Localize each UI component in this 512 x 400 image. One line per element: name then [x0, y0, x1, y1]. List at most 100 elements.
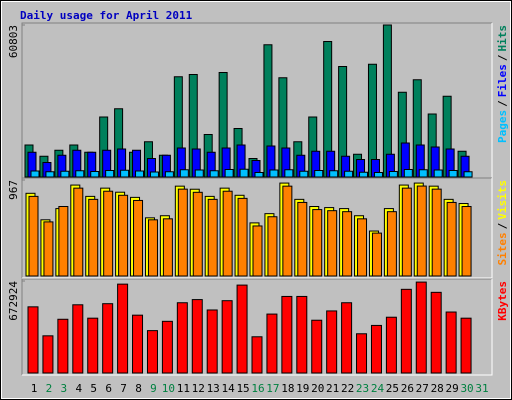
bar — [118, 194, 129, 277]
bar — [206, 309, 218, 374]
panel-bevel — [21, 22, 492, 179]
legend-entry: Visits — [496, 180, 509, 220]
panel-bevel — [21, 278, 492, 375]
bar — [400, 288, 412, 374]
panel-bevel — [21, 177, 492, 278]
x-tick-label: 18 — [281, 382, 294, 395]
x-tick-label: 25 — [386, 382, 399, 395]
x-tick-label: 24 — [371, 382, 385, 395]
bar — [329, 170, 339, 178]
bar — [252, 225, 263, 277]
x-tick-label: 7 — [120, 382, 127, 395]
x-tick-label: 23 — [356, 382, 369, 395]
bar — [386, 211, 397, 277]
x-tick-label: 30 — [460, 382, 473, 395]
bar — [388, 171, 398, 178]
legend-entry: Files — [496, 64, 509, 97]
bar — [431, 188, 442, 277]
x-tick-label: 12 — [192, 382, 205, 395]
bar — [162, 218, 173, 277]
y-tick-label: 967 — [7, 180, 20, 200]
panel-bevel — [22, 279, 493, 376]
bar — [194, 169, 204, 178]
bar — [103, 190, 114, 277]
bar — [433, 169, 443, 178]
bar — [359, 171, 369, 178]
bar — [179, 169, 189, 178]
bar — [418, 169, 428, 178]
bar — [281, 295, 293, 374]
bar — [28, 195, 39, 277]
chart-title: Daily usage for April 2011 — [20, 9, 193, 22]
bar — [177, 188, 188, 277]
bar — [448, 170, 458, 178]
bar — [209, 170, 219, 178]
bar — [105, 170, 115, 178]
bar — [341, 302, 353, 374]
bar — [415, 281, 427, 374]
bar — [282, 185, 293, 277]
bar — [88, 198, 99, 277]
bar — [87, 317, 99, 374]
bar — [311, 319, 323, 374]
x-tick-label: 19 — [296, 382, 309, 395]
bar — [149, 171, 159, 178]
x-tick-label: 26 — [401, 382, 414, 395]
bar — [314, 170, 324, 178]
bar — [344, 170, 354, 178]
panel-bevel — [22, 178, 493, 279]
bar — [120, 169, 130, 178]
bar — [297, 201, 308, 277]
x-tick-label: 27 — [416, 382, 429, 395]
legend-separator: / — [496, 100, 509, 107]
bar — [266, 313, 278, 374]
bar — [164, 171, 174, 178]
x-tick-label: 4 — [75, 382, 82, 395]
y-tick-label: 60803 — [7, 25, 20, 58]
bar — [207, 198, 218, 277]
x-tick-label: 31 — [475, 382, 488, 395]
bar — [299, 170, 309, 178]
bar — [117, 283, 129, 374]
legend-entry: Hits — [496, 25, 509, 52]
x-tick-label: 2 — [46, 382, 53, 395]
x-tick-label: 22 — [341, 382, 354, 395]
x-tick-label: 29 — [446, 382, 459, 395]
bar — [75, 170, 85, 178]
bar — [461, 206, 472, 277]
x-tick-label: 16 — [251, 382, 264, 395]
bar — [356, 333, 368, 374]
legend-entry: Sites — [496, 232, 509, 265]
bar — [385, 316, 397, 374]
legend-entry: Pages — [496, 110, 509, 143]
x-tick-label: 14 — [222, 382, 236, 395]
x-tick-label: 3 — [61, 382, 68, 395]
x-tick-label: 9 — [150, 382, 157, 395]
x-tick-label: 20 — [311, 382, 324, 395]
bar — [146, 330, 158, 374]
bar — [224, 169, 234, 178]
bar — [30, 170, 40, 178]
bar — [342, 211, 353, 277]
bar — [401, 187, 412, 277]
x-tick-label: 28 — [431, 382, 444, 395]
bar — [254, 172, 264, 178]
bar — [90, 171, 100, 178]
bar — [371, 232, 382, 277]
bar — [147, 219, 158, 277]
bar — [357, 218, 368, 277]
bar — [60, 170, 70, 178]
bar — [373, 172, 383, 178]
bar — [73, 187, 84, 277]
bar — [191, 299, 203, 374]
bar — [403, 169, 413, 178]
bar — [327, 210, 338, 277]
bar — [45, 171, 55, 178]
x-tick-label: 8 — [135, 382, 142, 395]
bar — [416, 185, 427, 277]
bar — [72, 304, 84, 374]
bar — [42, 335, 54, 374]
bar — [267, 216, 278, 277]
